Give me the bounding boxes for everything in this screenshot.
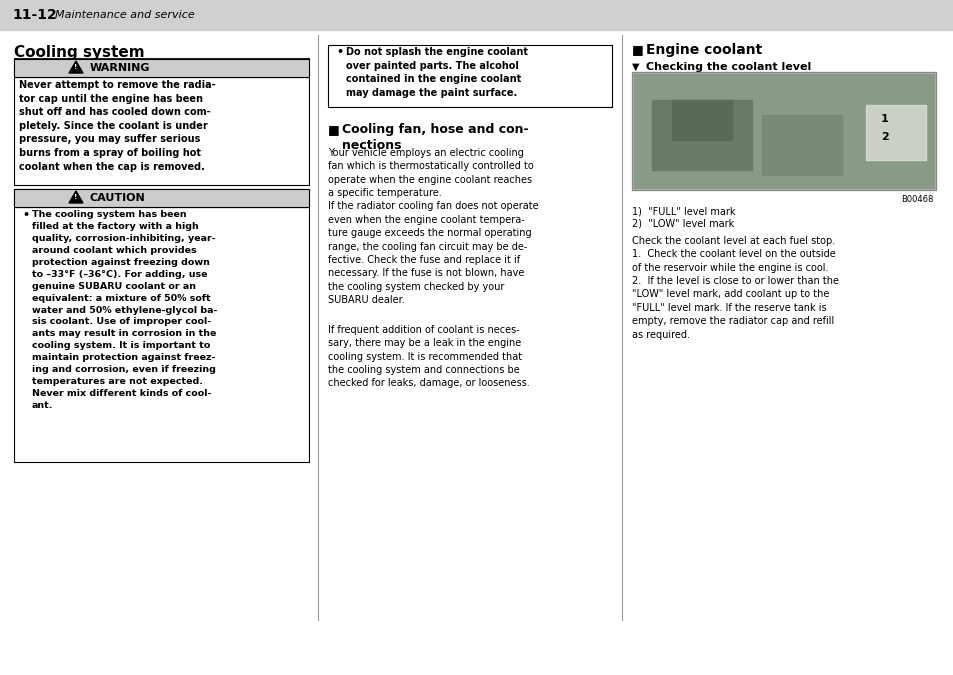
Text: The cooling system has been
filled at the factory with a high
quality, corrosion: The cooling system has been filled at th… [32, 210, 217, 410]
Bar [671, 100, 731, 140]
Text: 1)  "FULL" level mark: 1) "FULL" level mark [631, 206, 735, 216]
Bar [328, 45, 612, 107]
Bar [14, 189, 309, 207]
Text: •: • [22, 210, 30, 220]
Text: Do not splash the engine coolant
over painted parts. The alcohol
contained in th: Do not splash the engine coolant over pa… [346, 47, 527, 98]
Text: !: ! [74, 64, 77, 70]
Bar [865, 105, 925, 160]
Text: WARNING: WARNING [90, 63, 151, 73]
Text: ■: ■ [328, 123, 339, 136]
Bar [631, 72, 935, 190]
Text: Never attempt to remove the radia-
tor cap until the engine has been
shut off an: Never attempt to remove the radia- tor c… [19, 80, 215, 171]
Bar [631, 72, 935, 190]
Text: B00468: B00468 [901, 195, 933, 204]
Bar [14, 207, 309, 462]
Text: Cooling system: Cooling system [14, 45, 145, 60]
Text: 2: 2 [880, 132, 888, 142]
Bar [761, 115, 841, 175]
Text: 11-12: 11-12 [12, 8, 56, 22]
Bar [14, 77, 309, 185]
Text: If frequent addition of coolant is neces-
sary, there may be a leak in the engin: If frequent addition of coolant is neces… [328, 325, 529, 388]
Bar [634, 74, 933, 188]
Bar [14, 59, 309, 77]
Text: Your vehicle employs an electric cooling
fan which is thermostatically controlle: Your vehicle employs an electric cooling… [328, 148, 538, 305]
Text: 1: 1 [880, 114, 888, 124]
Text: Check the coolant level at each fuel stop.
1.  Check the coolant level on the ou: Check the coolant level at each fuel sto… [631, 236, 838, 340]
Text: ■: ■ [631, 43, 643, 56]
Bar [0, 0, 953, 30]
Bar [14, 189, 309, 207]
Text: !: ! [74, 194, 77, 200]
Bar [14, 59, 309, 77]
Polygon shape [69, 61, 83, 73]
Text: Checking the coolant level: Checking the coolant level [645, 62, 810, 72]
Text: 2)  "LOW" level mark: 2) "LOW" level mark [631, 218, 734, 228]
Text: •: • [335, 47, 343, 57]
Text: CAUTION: CAUTION [90, 193, 146, 203]
Polygon shape [69, 191, 83, 203]
Text: Engine coolant: Engine coolant [645, 43, 761, 57]
Text: ▼: ▼ [631, 62, 639, 72]
Text: Cooling fan, hose and con-
nections: Cooling fan, hose and con- nections [341, 123, 528, 152]
Bar [651, 100, 751, 170]
Text: Maintenance and service: Maintenance and service [55, 10, 194, 20]
